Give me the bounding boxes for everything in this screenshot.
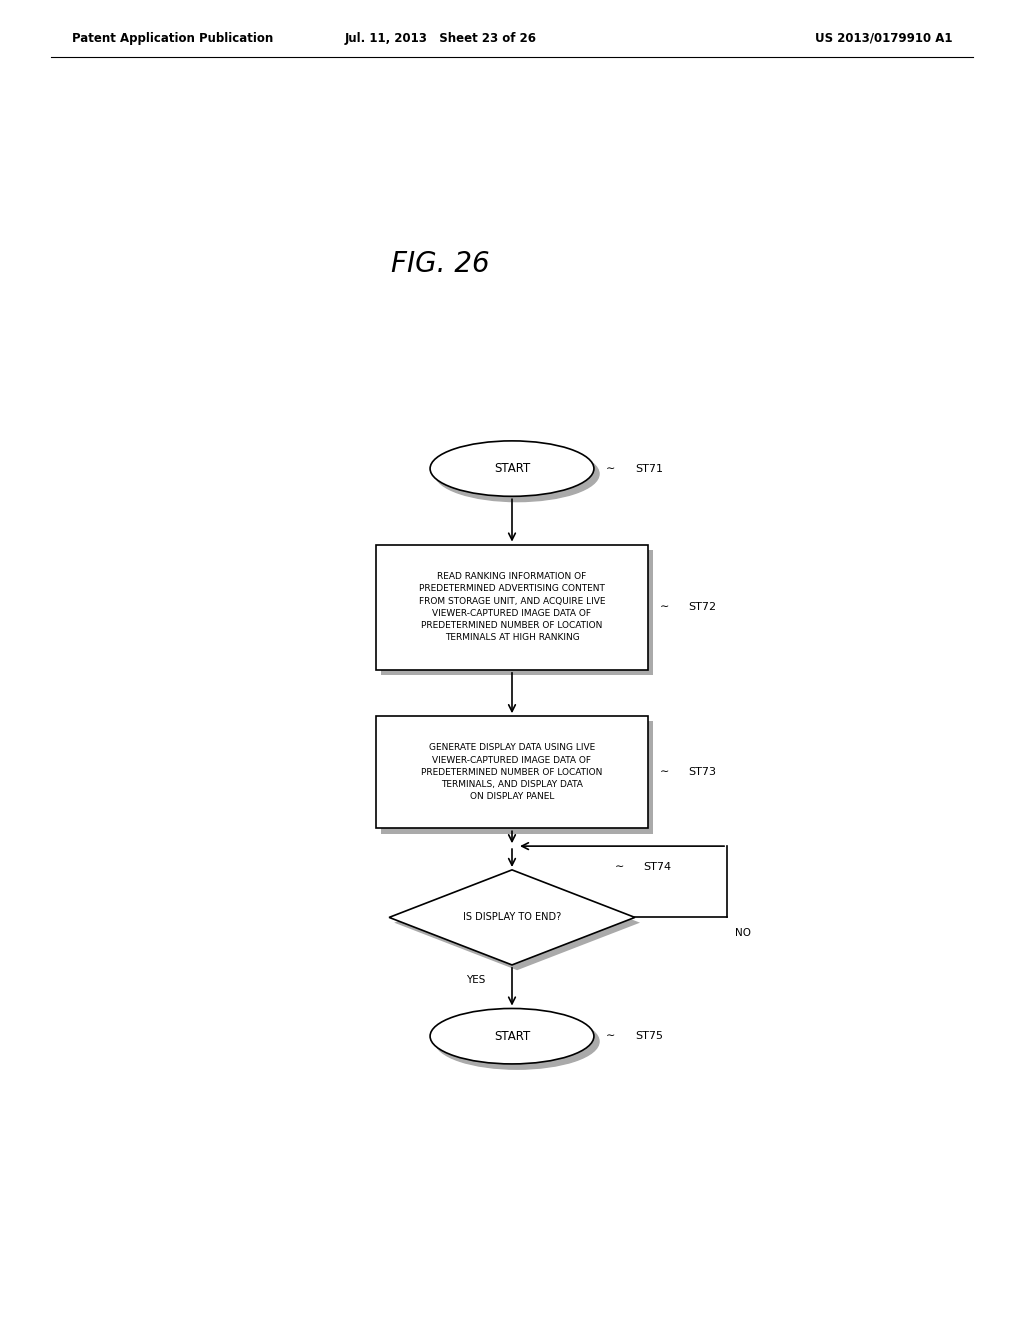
Text: ST71: ST71 <box>635 463 663 474</box>
Bar <box>381 549 653 675</box>
Text: ∼: ∼ <box>606 463 615 474</box>
Text: ∼: ∼ <box>660 602 670 612</box>
Text: NO: NO <box>735 928 752 939</box>
Text: ∼: ∼ <box>660 767 670 777</box>
Text: GENERATE DISPLAY DATA USING LIVE
VIEWER-CAPTURED IMAGE DATA OF
PREDETERMINED NUM: GENERATE DISPLAY DATA USING LIVE VIEWER-… <box>421 743 603 801</box>
Bar <box>377 544 648 671</box>
Text: Patent Application Publication: Patent Application Publication <box>72 32 273 45</box>
Ellipse shape <box>435 446 599 502</box>
Text: ST73: ST73 <box>689 767 717 777</box>
Polygon shape <box>394 875 640 970</box>
Bar <box>381 721 653 834</box>
Bar <box>377 715 648 829</box>
Ellipse shape <box>430 441 594 496</box>
Text: READ RANKING INFORMATION OF
PREDETERMINED ADVERTISING CONTENT
FROM STORAGE UNIT,: READ RANKING INFORMATION OF PREDETERMINE… <box>419 573 605 642</box>
Text: ST75: ST75 <box>635 1031 663 1041</box>
Text: Jul. 11, 2013   Sheet 23 of 26: Jul. 11, 2013 Sheet 23 of 26 <box>344 32 537 45</box>
Text: US 2013/0179910 A1: US 2013/0179910 A1 <box>815 32 952 45</box>
Text: FIG. 26: FIG. 26 <box>391 249 489 279</box>
Text: ST72: ST72 <box>689 602 717 612</box>
Ellipse shape <box>430 1008 594 1064</box>
Polygon shape <box>389 870 635 965</box>
Text: START: START <box>494 1030 530 1043</box>
Ellipse shape <box>435 1014 599 1069</box>
Text: ∼: ∼ <box>614 862 624 873</box>
Text: START: START <box>494 462 530 475</box>
Text: IS DISPLAY TO END?: IS DISPLAY TO END? <box>463 912 561 923</box>
Text: ∼: ∼ <box>606 1031 615 1041</box>
Text: YES: YES <box>466 975 485 986</box>
Text: ST74: ST74 <box>643 862 671 873</box>
